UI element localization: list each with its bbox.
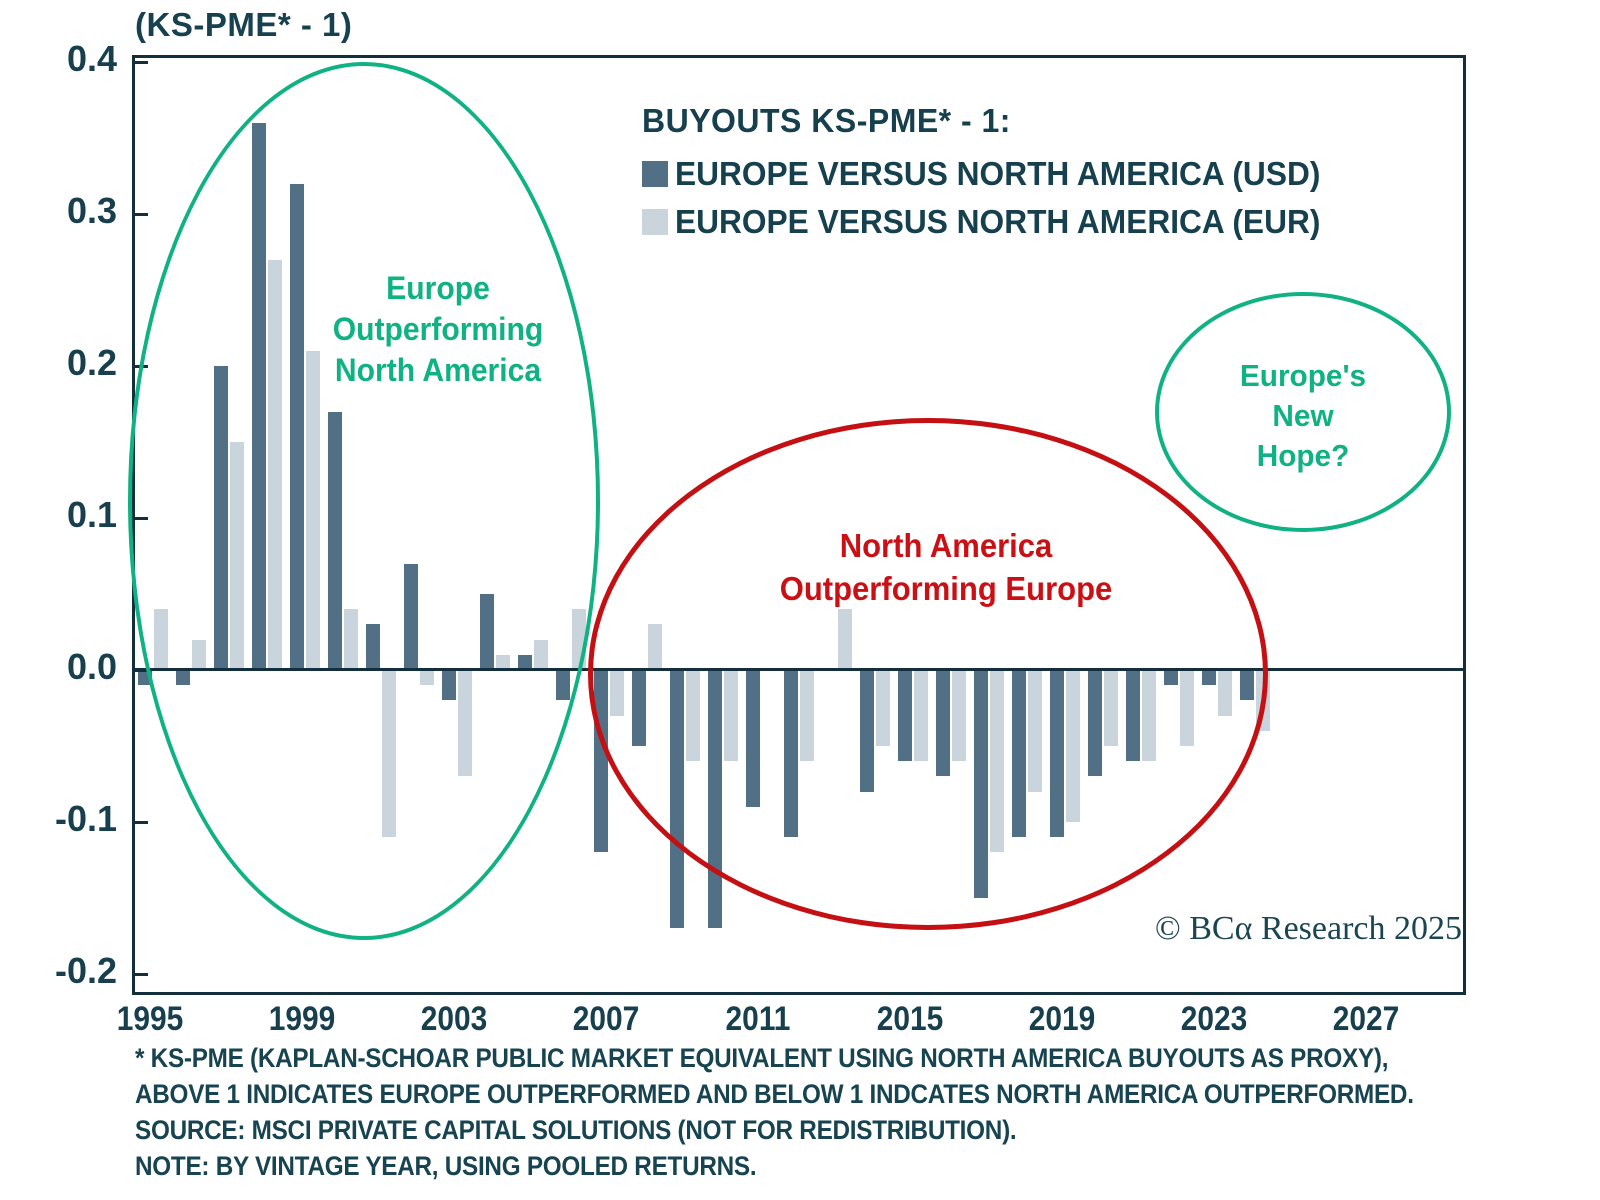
y-axis-label: 0.4 (66, 38, 117, 79)
y-axis-tick (135, 821, 148, 824)
y-axis-tick (135, 669, 148, 672)
eur-series-swatch-icon (642, 209, 668, 235)
x-axis-label: 2011 (725, 1000, 791, 1038)
x-axis-label: 2015 (876, 1000, 944, 1038)
x-axis-label: 2023 (1180, 1000, 1248, 1038)
footnote-line: * KS-PME (KAPLAN-SCHOAR PUBLIC MARKET EQ… (135, 1043, 1389, 1073)
y-axis-label: 0.0 (66, 646, 117, 687)
footnote-line: SOURCE: MSCI PRIVATE CAPITAL SOLUTIONS (… (135, 1115, 1017, 1145)
footnote-line: ABOVE 1 INDICATES EUROPE OUTPERFORMED AN… (135, 1079, 1414, 1109)
annotation-line: Hope? (1256, 438, 1350, 473)
x-axis-label: 2027 (1332, 1000, 1400, 1038)
green-ellipse-europe-outperforming (128, 62, 600, 940)
green-ellipse-europes-new-hope (1155, 292, 1451, 532)
legend-heading: BUYOUTS KS-PME* - 1: (642, 102, 1011, 139)
legend-label-usd: EUROPE VERSUS NORTH AMERICA (USD) (675, 155, 1321, 192)
y-axis-tick (135, 61, 148, 64)
annotation-line: North America (839, 527, 1053, 564)
x-axis-label: 2007 (572, 1000, 640, 1038)
annotation-line: New (1272, 398, 1334, 433)
annotation-north-america-outperforming: North America Outperforming Europe (758, 524, 1134, 610)
x-axis-label: 2019 (1028, 1000, 1096, 1038)
annotation-line: Europe's (1239, 358, 1367, 393)
annotation-line: Outperforming Europe (779, 570, 1113, 607)
annotation-line: Outperforming (332, 311, 544, 347)
y-axis-label: 0.2 (66, 342, 117, 383)
y-axis-label: 0.3 (66, 190, 117, 231)
legend: BUYOUTS KS-PME* - 1: EUROPE VERSUS NORTH… (642, 102, 1347, 246)
red-ellipse-north-america-outperforming (588, 418, 1268, 930)
footnotes: * KS-PME (KAPLAN-SCHOAR PUBLIC MARKET EQ… (135, 1040, 1556, 1184)
x-axis-label: 1999 (268, 1000, 336, 1038)
y-axis-tick (135, 973, 148, 976)
legend-item-eur: EUROPE VERSUS NORTH AMERICA (EUR) (642, 198, 1347, 246)
page-title: (KS-PME* - 1) (135, 6, 353, 43)
y-axis-label: -0.2 (54, 950, 117, 991)
copyright-notice: © BCα Research 2025 (1154, 910, 1462, 947)
legend-label-eur: EUROPE VERSUS NORTH AMERICA (EUR) (675, 203, 1321, 240)
y-axis-label: -0.1 (54, 798, 117, 839)
legend-item-usd: EUROPE VERSUS NORTH AMERICA (USD) (642, 150, 1347, 198)
annotation-europe-outperforming: Europe Outperforming North America (297, 268, 579, 391)
x-axis-label: 1995 (116, 1000, 184, 1038)
annotation-line: Europe (386, 270, 490, 306)
y-axis-label: 0.1 (66, 494, 117, 535)
y-axis-tick (135, 213, 148, 216)
annotation-line: North America (334, 352, 542, 388)
usd-series-swatch-icon (642, 161, 668, 187)
footnote-line: NOTE: BY VINTAGE YEAR, USING POOLED RETU… (135, 1151, 757, 1181)
annotation-europes-new-hope: Europe's New Hope? (1207, 356, 1399, 476)
x-axis-label: 2003 (420, 1000, 488, 1038)
